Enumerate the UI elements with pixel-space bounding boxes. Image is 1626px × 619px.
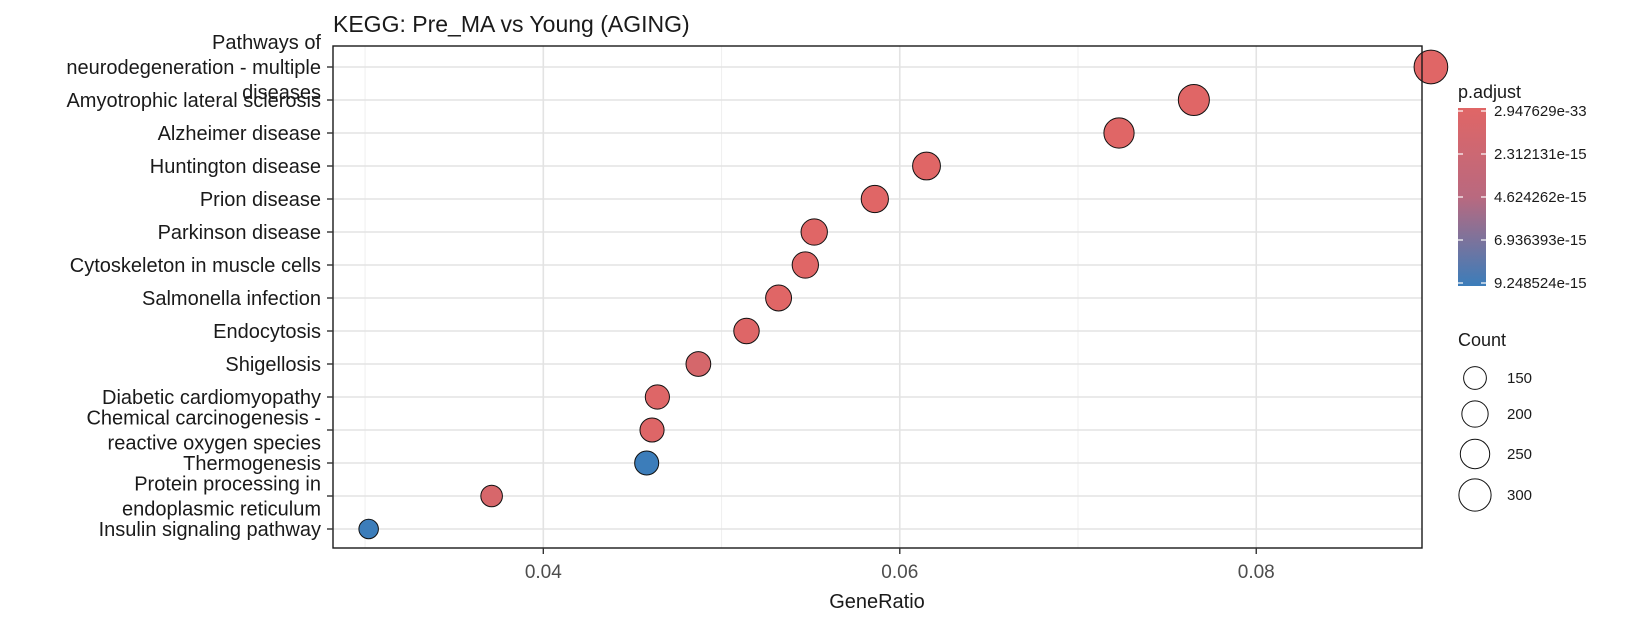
data-point xyxy=(1177,83,1210,117)
data-point xyxy=(480,484,503,508)
plot-background xyxy=(333,46,1422,548)
y-tick-label: Prion disease xyxy=(200,189,321,211)
size-legend: Count 150 200 250 300 xyxy=(1458,330,1532,512)
color-legend-label: 6.936393e-15 xyxy=(1494,232,1587,249)
data-point xyxy=(644,384,670,410)
color-legend-label: 2.312131e-15 xyxy=(1494,146,1587,163)
data-point xyxy=(685,351,712,377)
data-point xyxy=(634,450,660,476)
size-legend-label: 150 xyxy=(1507,370,1532,387)
y-tick-label: Amyotrophic lateral sclerosis xyxy=(66,90,321,112)
panel xyxy=(333,46,1422,548)
color-legend-label: 4.624262e-15 xyxy=(1494,189,1587,206)
x-tick-label: 0.04 xyxy=(525,562,562,583)
y-tick-label: Salmonella infection xyxy=(142,288,321,310)
y-tick-label: Chemical carcinogenesis -reactive oxygen… xyxy=(86,408,321,455)
grid-lines xyxy=(333,46,1422,548)
data-point xyxy=(765,284,793,312)
x-axis: 0.04 0.06 0.08 xyxy=(525,548,1275,583)
x-tick-label: 0.06 xyxy=(881,562,918,583)
chart-title: KEGG: Pre_MA vs Young (AGING) xyxy=(333,11,690,37)
size-legend-circle xyxy=(1458,478,1492,512)
size-legend-circle xyxy=(1459,438,1491,470)
y-tick-label: Thermogenesis xyxy=(183,453,321,475)
size-legend-circle xyxy=(1463,366,1487,390)
data-point xyxy=(358,518,379,540)
y-tick-label: Alzheimer disease xyxy=(158,123,321,145)
y-tick-label: Diabetic cardiomyopathy xyxy=(102,387,321,409)
y-tick-label: Parkinson disease xyxy=(158,222,321,244)
color-legend-label: 2.947629e-33 xyxy=(1494,103,1587,120)
color-legend-label: 9.248524e-15 xyxy=(1494,275,1587,292)
data-point xyxy=(791,251,819,279)
x-axis-title: GeneRatio xyxy=(829,591,925,613)
panel-border xyxy=(332,45,1423,549)
data-point xyxy=(1413,49,1449,85)
size-legend-title: Count xyxy=(1458,330,1506,350)
size-legend-label: 200 xyxy=(1507,406,1532,423)
y-axis: Pathways of neurodegeneration - multiple d… xyxy=(66,32,333,541)
y-tick-label: Insulin signaling pathway xyxy=(99,519,321,541)
data-point xyxy=(860,184,889,214)
data-point xyxy=(912,151,941,181)
color-legend-title: p.adjust xyxy=(1458,82,1521,102)
size-legend-label: 300 xyxy=(1507,487,1532,504)
y-tick-label: Huntington disease xyxy=(150,156,321,178)
panel-frame xyxy=(332,45,1423,549)
y-tick-label: Cytoskeleton in muscle cells xyxy=(70,255,321,277)
y-tick-label: Shigellosis xyxy=(225,354,321,376)
x-tick-label: 0.08 xyxy=(1238,562,1275,583)
y-tick-label: Endocytosis xyxy=(213,321,321,343)
size-legend-label: 250 xyxy=(1507,446,1532,463)
y-tick-label: Protein processing in endoplasmic reticul… xyxy=(122,474,321,521)
data-point xyxy=(733,317,760,345)
data-point xyxy=(1103,117,1135,149)
y-tick-label: Pathways of neurodegeneration - multiple d… xyxy=(66,32,321,104)
color-legend: p.adjust 2.947629e-33 2.312131e-15 4.62426… xyxy=(1458,82,1587,292)
data-point xyxy=(800,218,828,246)
data-point xyxy=(639,417,665,443)
size-legend-circle xyxy=(1461,400,1489,428)
